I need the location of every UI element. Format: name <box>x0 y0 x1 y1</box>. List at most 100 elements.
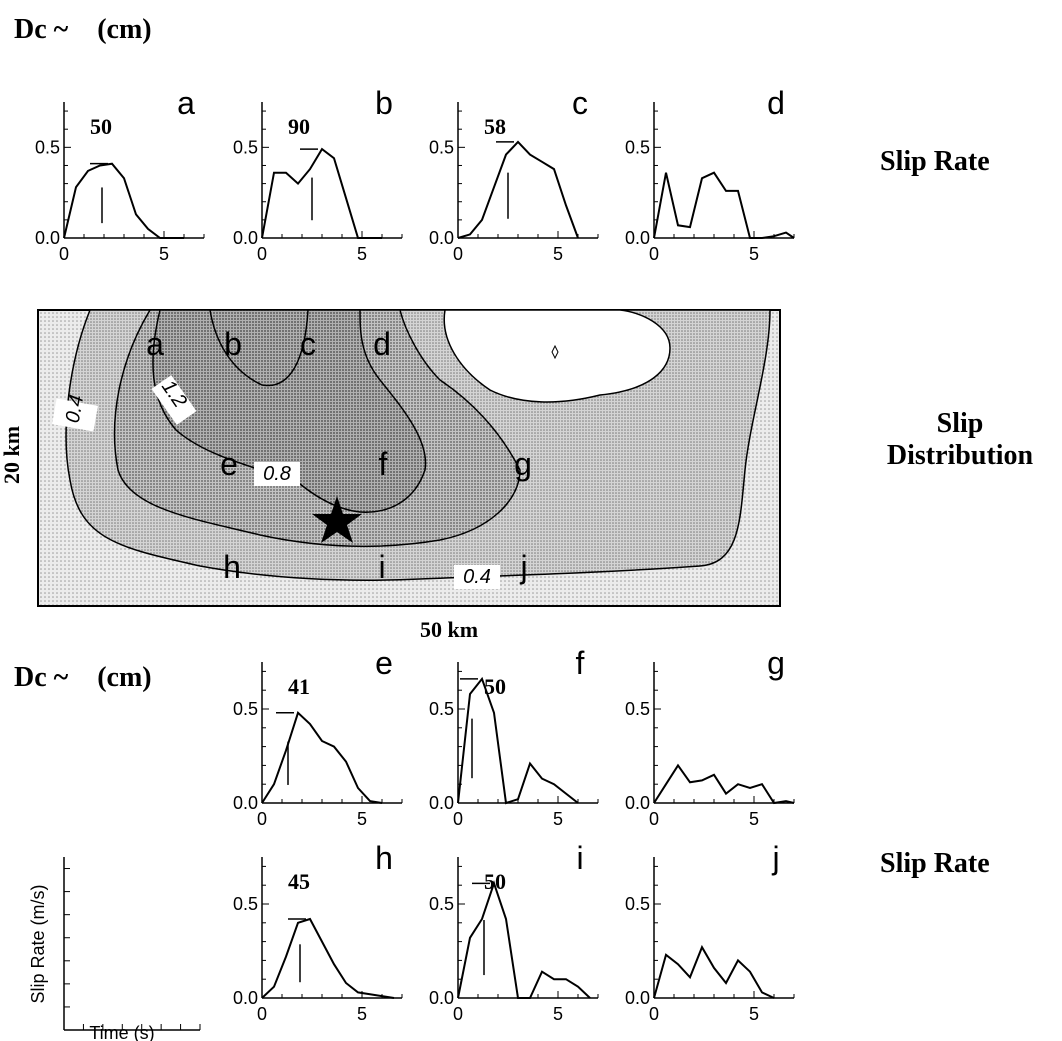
panel-i: 0.0 0.5 0 5 i 50 <box>429 840 599 1024</box>
x-tick-label: 5 <box>553 1004 563 1024</box>
panel-j: 0.0 0.5 0 5 j <box>625 840 795 1024</box>
contour-1.2-region <box>152 309 427 513</box>
panel-c: 0.0 0.5 0 5 c 58 <box>429 85 599 264</box>
slip-rate-line <box>261 147 382 239</box>
slip-rate-label-bottom: Slip Rate <box>880 848 990 879</box>
panel-letter-i: i <box>576 840 583 876</box>
map-point-label-f: f <box>379 446 388 482</box>
y-tick-label: 0.0 <box>429 988 454 1008</box>
panel-letter-e: e <box>375 645 393 681</box>
y-tick-label: 0.5 <box>625 699 650 719</box>
panel-g: 0.0 0.5 0 5 g <box>625 645 795 829</box>
dc-value: 45 <box>288 869 310 894</box>
slip-rate-line <box>63 162 184 239</box>
slip-rate-label-top: Slip Rate <box>880 146 990 177</box>
dc-value: 50 <box>90 114 112 139</box>
legend-axes: Slip Rate (m/s) Time (s) <box>28 857 201 1041</box>
map-point-label-c: c <box>300 326 316 362</box>
y-tick-label: 0.5 <box>35 137 60 157</box>
panel-letter-d: d <box>767 85 785 121</box>
map-point-label-j: j <box>519 549 527 585</box>
y-tick-label: 0.5 <box>233 137 258 157</box>
map-labels: a b c de f gh i j0.4 1.20.80.4 <box>62 326 532 588</box>
x-tick-label: 0 <box>59 244 69 264</box>
dc-value: 50 <box>484 869 506 894</box>
y-tick-label: 0.0 <box>429 793 454 813</box>
panel-letter-f: f <box>576 645 585 681</box>
y-tick-label: 0.0 <box>35 228 60 248</box>
panel-letter-c: c <box>572 85 588 121</box>
map-point-label-e: e <box>220 446 238 482</box>
slip-rate-line <box>653 763 795 805</box>
x-tick-label: 0 <box>453 809 463 829</box>
legend-y-label: Slip Rate (m/s) <box>28 884 48 1003</box>
dc-label-bottom: Dc ~ (cm) <box>14 662 152 694</box>
panel-letter-j: j <box>771 840 779 876</box>
contour-label-2: 0.8 <box>263 463 291 485</box>
map-point-label-g: g <box>514 446 532 482</box>
slip-rate-line <box>653 171 795 239</box>
panel-letter-g: g <box>767 645 785 681</box>
panel-letter-h: h <box>375 840 393 876</box>
y-tick-label: 0.5 <box>625 894 650 914</box>
panel-a: 0.0 0.5 0 5 a 50 <box>35 85 205 264</box>
panel-e: 0.0 0.5 0 5 e 41 <box>233 645 403 829</box>
dc-unit-bottom: (cm) <box>97 662 152 693</box>
y-tick-label: 0.5 <box>233 699 258 719</box>
panel-letter-a: a <box>177 85 195 121</box>
map-width-label: 50 km <box>420 617 479 642</box>
map-point-label-h: h <box>223 549 241 585</box>
y-tick-label: 0.0 <box>625 228 650 248</box>
y-tick-label: 0.5 <box>429 137 454 157</box>
slip-rate-line <box>261 917 395 999</box>
slip-rate-line <box>457 880 591 999</box>
dc-label-top: Dc ~ (cm) <box>14 14 152 46</box>
panel-letter-b: b <box>375 85 393 121</box>
slip-distribution-map <box>37 309 781 607</box>
y-tick-label: 0.0 <box>233 793 258 813</box>
slip-distribution-line1: Slip <box>936 408 984 439</box>
x-tick-label: 5 <box>357 244 367 264</box>
contour-inner-region <box>209 309 309 387</box>
slip-rate-line <box>457 140 579 239</box>
x-tick-label: 5 <box>749 809 759 829</box>
y-tick-label: 0.0 <box>233 988 258 1008</box>
slip-distribution-label: Slip Distribution <box>870 408 1050 472</box>
y-tick-label: 0.5 <box>429 894 454 914</box>
x-tick-label: 0 <box>649 1004 659 1024</box>
dc-value: 58 <box>484 114 506 139</box>
x-tick-label: 5 <box>553 244 563 264</box>
dc-text-bottom: Dc ~ <box>14 662 69 693</box>
x-tick-label: 0 <box>257 244 267 264</box>
slip-rate-line <box>261 710 383 804</box>
panel-h: 0.0 0.5 0 5 h 45 <box>233 840 403 1024</box>
panel-b: 0.0 0.5 0 5 b 90 <box>233 85 403 264</box>
x-tick-label: 5 <box>159 244 169 264</box>
x-tick-label: 0 <box>257 809 267 829</box>
slip-rate-line <box>653 944 775 999</box>
zero-slip-region <box>443 309 671 403</box>
slip-rate-line <box>457 676 579 805</box>
dc-text-top: Dc ~ <box>14 14 69 45</box>
dc-value: 50 <box>484 674 506 699</box>
contour-label-0: 0.4 <box>62 393 88 424</box>
x-tick-label: 0 <box>649 244 659 264</box>
panel-f: 0.0 0.5 0 5 f 50 <box>429 645 599 829</box>
y-tick-label: 0.0 <box>429 228 454 248</box>
dc-unit-top: (cm) <box>97 14 152 45</box>
x-tick-label: 5 <box>749 244 759 264</box>
map-point-label-d: d <box>373 326 391 362</box>
dc-value: 41 <box>288 674 310 699</box>
x-tick-label: 5 <box>357 809 367 829</box>
map-point-label-a: a <box>146 326 164 362</box>
panel-d: 0.0 0.5 0 5 d <box>625 85 795 264</box>
y-tick-label: 0.0 <box>625 793 650 813</box>
x-tick-label: 5 <box>357 1004 367 1024</box>
y-tick-label: 0.0 <box>233 228 258 248</box>
y-tick-label: 0.5 <box>429 699 454 719</box>
legend-x-label: Time (s) <box>89 1023 154 1041</box>
x-tick-label: 5 <box>749 1004 759 1024</box>
y-tick-label: 0.5 <box>233 894 258 914</box>
x-tick-label: 0 <box>453 1004 463 1024</box>
